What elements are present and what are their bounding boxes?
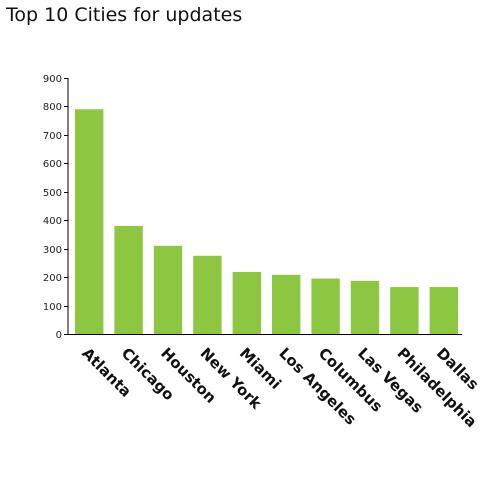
bar-houston	[153, 245, 183, 334]
bar-philadelphia	[390, 287, 419, 334]
y-tick-label: 800	[43, 102, 62, 113]
y-tick-label: 200	[43, 273, 62, 284]
y-tick-label: 400	[43, 216, 62, 227]
bar-columbus	[311, 278, 340, 334]
bars	[75, 109, 458, 334]
bar-las-vegas	[350, 280, 380, 334]
chart-title: Top 10 Cities for updates	[6, 4, 243, 26]
y-tick-label: 600	[43, 159, 62, 170]
y-tick-label: 300	[43, 245, 62, 256]
bar-new-york	[193, 255, 222, 334]
y-tick-label: 700	[43, 131, 62, 142]
bar-miami	[232, 271, 261, 334]
bar-dallas	[429, 287, 458, 334]
bar-los-angeles	[272, 274, 301, 334]
bar-atlanta	[75, 109, 104, 334]
y-tick-label: 100	[43, 302, 62, 313]
y-tick-label: 500	[43, 188, 62, 199]
y-tick-label: 0	[56, 330, 62, 341]
bar-chicago	[114, 225, 143, 334]
y-axis: 0 100 200 300 400 500 600 700 800 900	[43, 74, 69, 341]
y-tick-label: 900	[43, 74, 62, 85]
